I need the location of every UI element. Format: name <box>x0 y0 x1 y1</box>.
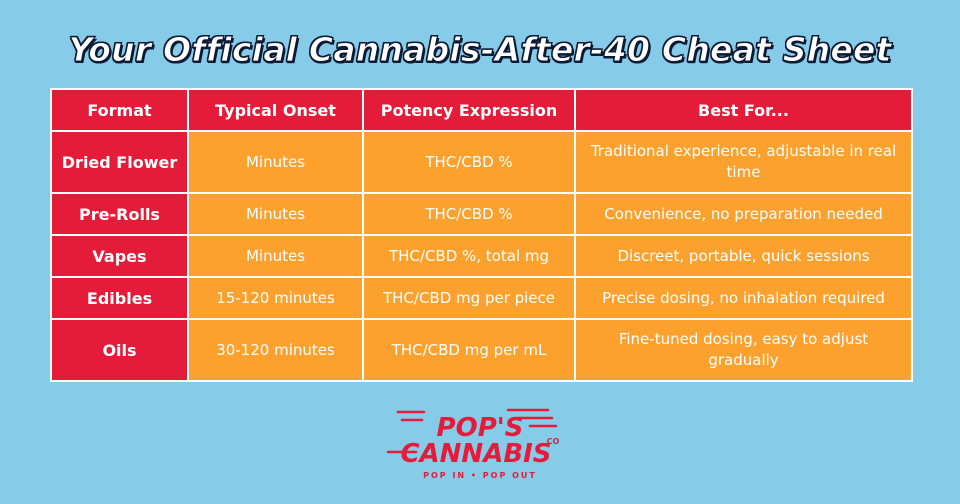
cell-format: Oils <box>50 318 189 382</box>
cell-best-for: Traditional experience, adjustable in re… <box>574 130 913 194</box>
table-row: Edibles 15-120 minutes THC/CBD mg per pi… <box>50 276 913 320</box>
cell-potency: THC/CBD %, total mg <box>362 234 576 278</box>
cell-best-for: Precise dosing, no inhalation required <box>574 276 913 320</box>
logo-tagline: POP IN • POP OUT <box>423 471 537 480</box>
header-format: Format <box>50 88 189 132</box>
cell-potency: THC/CBD mg per piece <box>362 276 576 320</box>
cell-onset: Minutes <box>187 130 364 194</box>
cell-format: Dried Flower <box>50 130 189 194</box>
page-title: Your Official Cannabis-After-40 Cheat Sh… <box>68 30 892 70</box>
cell-potency: THC/CBD mg per mL <box>362 318 576 382</box>
header-typical-onset: Typical Onset <box>187 88 364 132</box>
cell-onset: 30-120 minutes <box>187 318 364 382</box>
cell-onset: Minutes <box>187 234 364 278</box>
cell-best-for: Discreet, portable, quick sessions <box>574 234 913 278</box>
logo-line2: CANNABIS <box>400 439 551 469</box>
cell-best-for: Fine-tuned dosing, easy to adjust gradua… <box>574 318 913 382</box>
pops-cannabis-logo: POP'S CANNABIS CO POP IN • POP OUT <box>386 408 560 480</box>
cheat-sheet-table: Format Typical Onset Potency Expression … <box>50 88 913 382</box>
cell-format: Vapes <box>50 234 189 278</box>
cell-format: Edibles <box>50 276 189 320</box>
cell-onset: Minutes <box>187 192 364 236</box>
table-row: Pre-Rolls Minutes THC/CBD % Convenience,… <box>50 192 913 236</box>
logo-co: CO <box>547 437 560 446</box>
cell-best-for: Convenience, no preparation needed <box>574 192 913 236</box>
table-row: Dried Flower Minutes THC/CBD % Tradition… <box>50 130 913 194</box>
logo-line1: POP'S <box>437 413 524 443</box>
cell-potency: THC/CBD % <box>362 192 576 236</box>
header-potency-expression: Potency Expression <box>362 88 576 132</box>
cell-potency: THC/CBD % <box>362 130 576 194</box>
table-header-row: Format Typical Onset Potency Expression … <box>50 88 913 132</box>
cell-onset: 15-120 minutes <box>187 276 364 320</box>
cell-format: Pre-Rolls <box>50 192 189 236</box>
table-row: Vapes Minutes THC/CBD %, total mg Discre… <box>50 234 913 278</box>
speed-lines-icon <box>386 408 558 454</box>
header-best-for: Best For... <box>574 88 913 132</box>
table-row: Oils 30-120 minutes THC/CBD mg per mL Fi… <box>50 318 913 382</box>
